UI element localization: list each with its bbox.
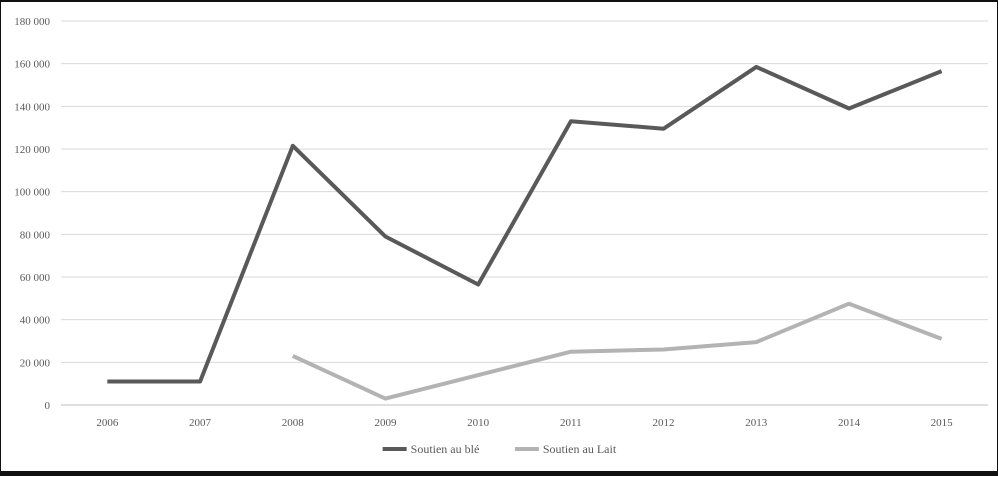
x-tick-label: 2012 <box>653 417 675 429</box>
y-tick-label: 60 000 <box>20 272 51 284</box>
series-line-0 <box>107 67 941 382</box>
y-tick-label: 120 000 <box>14 144 50 156</box>
x-tick-label: 2011 <box>560 417 582 429</box>
legend: Soutien au blé Soutien au Lait <box>383 442 617 456</box>
series-line-1 <box>293 304 942 399</box>
y-tick-label: 180 000 <box>14 16 50 28</box>
y-tick-label: 100 000 <box>14 187 50 199</box>
legend-label: Soutien au Lait <box>543 442 617 456</box>
y-tick-label: 20 000 <box>20 357 51 369</box>
x-tick-label: 2013 <box>745 417 768 429</box>
y-tick-label: 160 000 <box>14 59 50 71</box>
y-tick-label: 40 000 <box>20 315 51 327</box>
x-axis-labels: 2006 2007 2008 2009 2010 2011 2012 2013 2014 2015 <box>96 417 953 429</box>
y-tick-label: 0 <box>45 400 51 412</box>
x-tick-label: 2009 <box>374 417 397 429</box>
legend-entry-0: Soutien au blé <box>383 442 480 456</box>
x-tick-label: 2006 <box>96 417 119 429</box>
legend-label: Soutien au blé <box>411 442 480 456</box>
x-tick-label: 2007 <box>189 417 212 429</box>
x-tick-label: 2014 <box>838 417 861 429</box>
x-tick-label: 2015 <box>931 417 954 429</box>
legend-entry-1: Soutien au Lait <box>515 442 617 456</box>
series-lines <box>107 67 941 399</box>
y-tick-label: 80 000 <box>20 229 51 241</box>
y-axis-labels: 0 20 000 40 000 60 000 80 000 100 000 120 000 1… <box>14 16 50 412</box>
x-tick-label: 2008 <box>282 417 305 429</box>
gridlines <box>61 21 988 405</box>
y-tick-label: 140 000 <box>14 101 50 113</box>
x-tick-label: 2010 <box>467 417 490 429</box>
